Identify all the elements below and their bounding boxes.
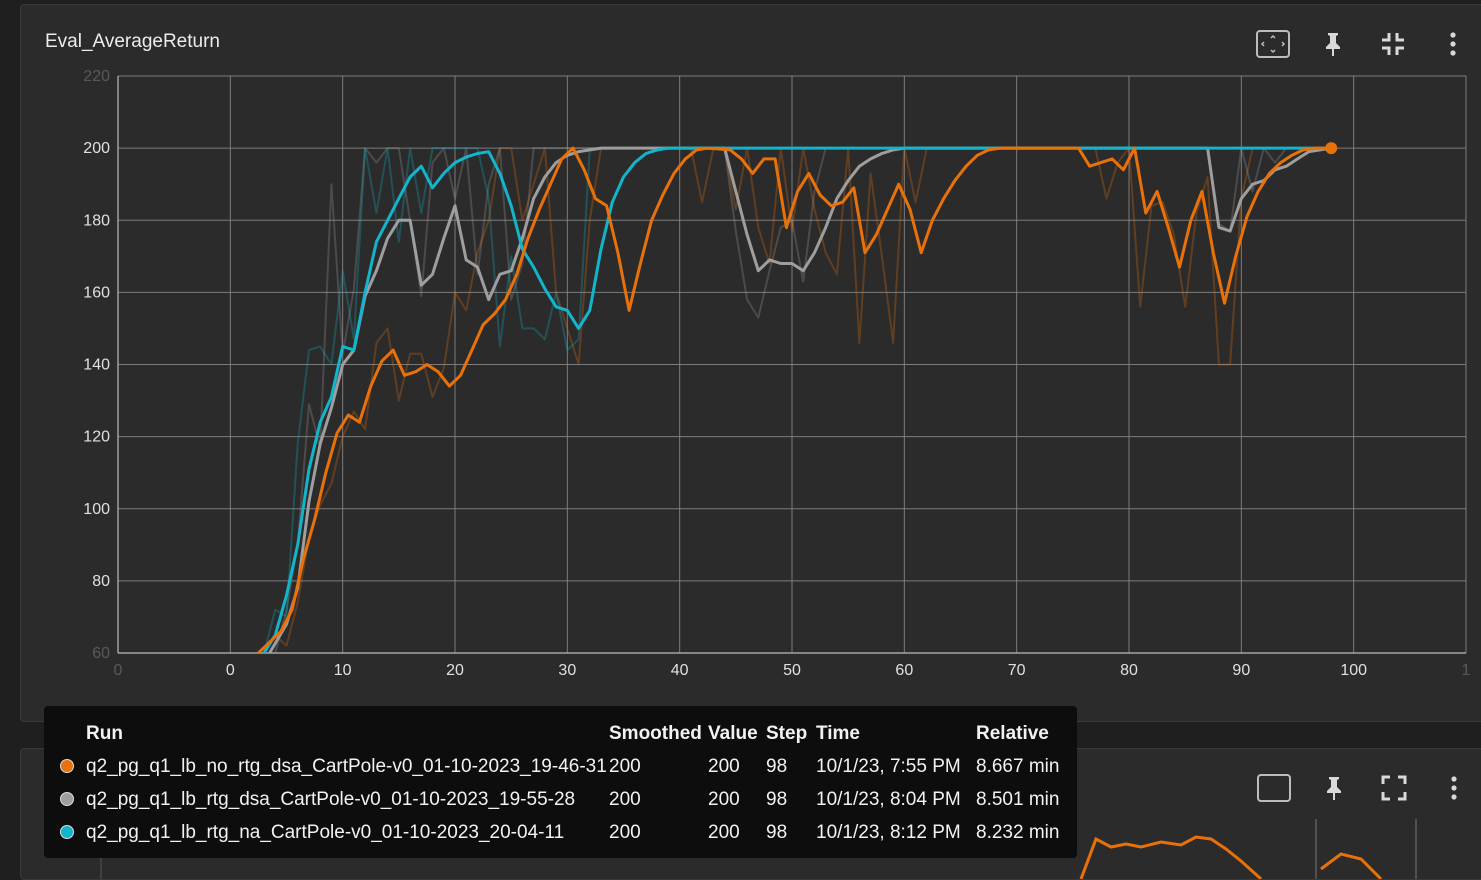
x-tick-label: 10 (334, 662, 352, 679)
raw-series-line (274, 147, 1332, 653)
smoothed-series-line (268, 146, 1332, 653)
smoothed-value: 200 (609, 822, 641, 843)
x-tick-label: 100 (1340, 662, 1367, 679)
step-value: 98 (766, 789, 788, 810)
y-tick-label: 220 (83, 68, 110, 85)
y-tick-label: 60 (92, 645, 110, 662)
fit-domain-icon (1256, 30, 1290, 58)
x-tick-label: 80 (1120, 662, 1138, 679)
time-value: 10/1/23, 7:55 PM (816, 756, 961, 777)
x-tick-label: 70 (1008, 662, 1026, 679)
hover-point (1325, 142, 1338, 155)
smoothed-series-line (262, 146, 1332, 653)
run-color-dot (60, 792, 74, 806)
relative-value: 8.501 min (976, 789, 1060, 810)
header-value: Value (708, 723, 758, 744)
x-tick-label: 60 (895, 662, 913, 679)
more-vertical-icon (1450, 32, 1456, 56)
y-tick-label: 140 (83, 357, 110, 374)
x-tick-label: 50 (783, 662, 801, 679)
chart-card: Eval_AverageReturn (20, 4, 1481, 722)
hover-tooltip: Run Smoothed Value Step Time Relative q2… (44, 706, 1077, 858)
header-relative: Relative (976, 723, 1049, 744)
run-name: q2_pg_q1_lb_rtg_dsa_CartPole-v0_01-10-20… (86, 789, 576, 810)
collapse-button[interactable] (1376, 27, 1410, 61)
y-tick-label: 120 (83, 429, 110, 446)
raw-value: 200 (708, 789, 740, 810)
card-title: Eval_AverageReturn (45, 31, 220, 52)
more-options-button[interactable] (1436, 27, 1470, 61)
header-run: Run (86, 723, 123, 744)
fit-domain-button[interactable] (1256, 27, 1290, 61)
second-pin-button[interactable] (1317, 771, 1351, 805)
run-color-dot (60, 825, 74, 839)
time-value: 10/1/23, 8:04 PM (816, 789, 961, 810)
y-tick-label: 200 (83, 140, 110, 157)
collapse-icon (1382, 33, 1404, 55)
x-tick-label: 0 (114, 662, 123, 679)
run-color-dot (60, 759, 74, 773)
expand-icon (1381, 775, 1407, 801)
pin-button[interactable] (1316, 27, 1350, 61)
raw-series-line (263, 147, 1332, 653)
more-vertical-icon (1451, 776, 1457, 800)
y-tick-label: 160 (83, 284, 110, 301)
x-tick-label: 20 (446, 662, 464, 679)
x-tick-label: 1 (1462, 662, 1471, 679)
run-name: q2_pg_q1_lb_rtg_na_CartPole-v0_01-10-202… (86, 822, 565, 843)
smoothed-series-line (257, 146, 1332, 653)
x-tick-label: 90 (1232, 662, 1250, 679)
relative-value: 8.667 min (976, 756, 1060, 777)
y-tick-label: 100 (83, 501, 110, 518)
raw-value: 200 (708, 756, 740, 777)
x-tick-label: 40 (671, 662, 689, 679)
second-fit-button[interactable] (1257, 771, 1291, 805)
raw-value: 200 (708, 822, 740, 843)
run-name: q2_pg_q1_lb_no_rtg_dsa_CartPole-v0_01-10… (86, 756, 607, 777)
step-value: 98 (766, 756, 788, 777)
pin-icon (1327, 777, 1341, 800)
x-tick-label: 0 (226, 662, 235, 679)
relative-value: 8.232 min (976, 822, 1060, 843)
time-value: 10/1/23, 8:12 PM (816, 822, 961, 843)
header-time: Time (816, 723, 861, 744)
header-smoothed: Smoothed (609, 723, 702, 744)
smoothed-value: 200 (609, 789, 641, 810)
raw-series-line (263, 147, 1332, 653)
pin-icon (1326, 33, 1340, 56)
y-tick-label: 180 (83, 212, 110, 229)
x-tick-label: 30 (558, 662, 576, 679)
header-step: Step (766, 723, 808, 744)
smoothed-value: 200 (609, 756, 641, 777)
second-expand-button[interactable] (1377, 771, 1411, 805)
fit-domain-icon (1257, 774, 1291, 802)
step-value: 98 (766, 822, 788, 843)
second-more-button[interactable] (1437, 771, 1471, 805)
y-tick-label: 80 (92, 573, 110, 590)
